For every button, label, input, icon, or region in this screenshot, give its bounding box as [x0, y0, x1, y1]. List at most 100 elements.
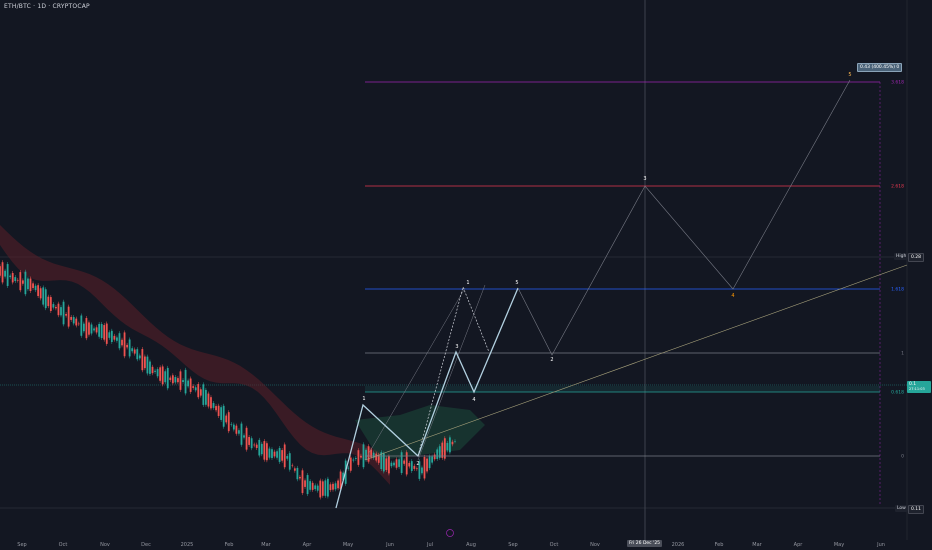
candle-body: [37, 285, 40, 297]
candle-body: [0, 266, 1, 276]
time-axis-tick: Nov: [590, 542, 600, 548]
candle-body: [390, 462, 393, 467]
candle-body: [164, 371, 167, 383]
candle-body: [380, 452, 383, 470]
candle-body: [377, 454, 380, 463]
time-axis-tick: Jul: [426, 542, 433, 548]
time-axis-tick: Aug: [466, 542, 476, 548]
candle-body: [212, 403, 215, 408]
candle-body: [403, 460, 406, 464]
candle-body: [108, 332, 111, 338]
candle-body: [199, 389, 202, 396]
candle-body: [362, 444, 365, 468]
candle-body: [428, 456, 431, 469]
candle-body: [248, 437, 251, 445]
candle-body: [354, 458, 357, 459]
last-price-value: 0.1: [909, 382, 917, 387]
candle-body: [227, 412, 230, 432]
candle-body: [441, 442, 444, 458]
candle-body: [44, 289, 47, 309]
fib-level-label: 0: [901, 454, 904, 460]
candle-body: [154, 370, 156, 372]
candle-body: [357, 450, 360, 465]
candle-body: [197, 384, 200, 398]
candle-body: [342, 472, 345, 480]
candle-body: [174, 377, 177, 383]
candle-body: [365, 449, 367, 460]
candle-body: [421, 467, 423, 474]
candle-body: [126, 344, 128, 348]
low-label: Low: [895, 505, 908, 512]
candle-body: [332, 483, 334, 490]
candle-body: [166, 367, 169, 389]
candle-body: [14, 277, 17, 282]
candle-body: [138, 355, 141, 359]
time-axis-tick: Jun: [876, 542, 885, 548]
event-marker-icon: [446, 529, 454, 537]
candle-body: [11, 273, 14, 283]
candle-body: [55, 306, 57, 309]
candle-body: [207, 393, 210, 407]
candle-body: [408, 462, 411, 467]
projection-label: 5: [848, 72, 851, 78]
candle-body: [438, 446, 441, 458]
fib-zone-0618: [365, 386, 880, 392]
candle-body: [210, 397, 212, 409]
candle-body: [27, 278, 29, 290]
time-axis-tick: Oct: [59, 542, 68, 548]
projection-label: 3: [643, 176, 646, 182]
time-axis-tick: 2025: [181, 542, 194, 548]
time-axis-tick: Mar: [261, 542, 271, 548]
candle-body: [100, 323, 103, 339]
candle-body: [415, 468, 418, 470]
candle-body: [398, 459, 400, 467]
candle-body: [133, 349, 136, 354]
time-axis-tick: Feb: [225, 542, 234, 548]
candle-body: [319, 480, 322, 498]
candle-body: [349, 457, 352, 471]
candle-body: [235, 425, 238, 434]
fib-level-label: 2.618: [891, 184, 904, 190]
candle-body: [385, 458, 388, 471]
projection-label: 1: [466, 280, 469, 286]
candle-body: [281, 450, 284, 461]
candle-body: [113, 335, 116, 340]
candle-body: [1, 262, 4, 283]
candle-body: [103, 325, 106, 340]
target-box: 0.43 (400.45%) 0: [857, 63, 903, 72]
wave-dashed-path: [417, 285, 490, 457]
candle-body: [90, 324, 93, 334]
candle-body: [34, 285, 37, 291]
candle-body: [182, 380, 184, 383]
candle-body: [339, 471, 342, 490]
candle-body: [171, 375, 174, 384]
ichimoku-cloud: [0, 225, 485, 485]
candle-body: [184, 369, 187, 394]
candle-body: [194, 387, 197, 391]
candle-body: [321, 481, 324, 496]
wave-label: 4: [472, 397, 475, 403]
time-axis-tick: Sep: [17, 542, 26, 548]
candle-body: [136, 349, 139, 360]
candle-body: [314, 485, 317, 490]
time-axis-tick: Feb: [715, 542, 724, 548]
wave-label: 2: [416, 461, 419, 467]
candle-body: [21, 280, 24, 284]
candle-body: [255, 444, 258, 448]
candle-body: [347, 467, 350, 469]
low-value-badge: 0.11: [908, 505, 925, 514]
fib-level-label: 1.618: [891, 287, 904, 293]
wave-path: [335, 287, 519, 509]
candle-body: [204, 389, 207, 405]
last-price-badge: 0.1 27:11:03: [907, 381, 931, 393]
candle-body: [93, 328, 95, 331]
cursor-date-badge: Fri 26 Dec '25: [627, 540, 663, 547]
candle-body: [77, 323, 80, 325]
candle-body: [370, 449, 373, 458]
candle-body: [382, 453, 385, 472]
cloud-band: [0, 225, 390, 485]
candle-body: [276, 451, 278, 458]
candle-body: [296, 467, 299, 480]
candle-body: [337, 480, 339, 489]
